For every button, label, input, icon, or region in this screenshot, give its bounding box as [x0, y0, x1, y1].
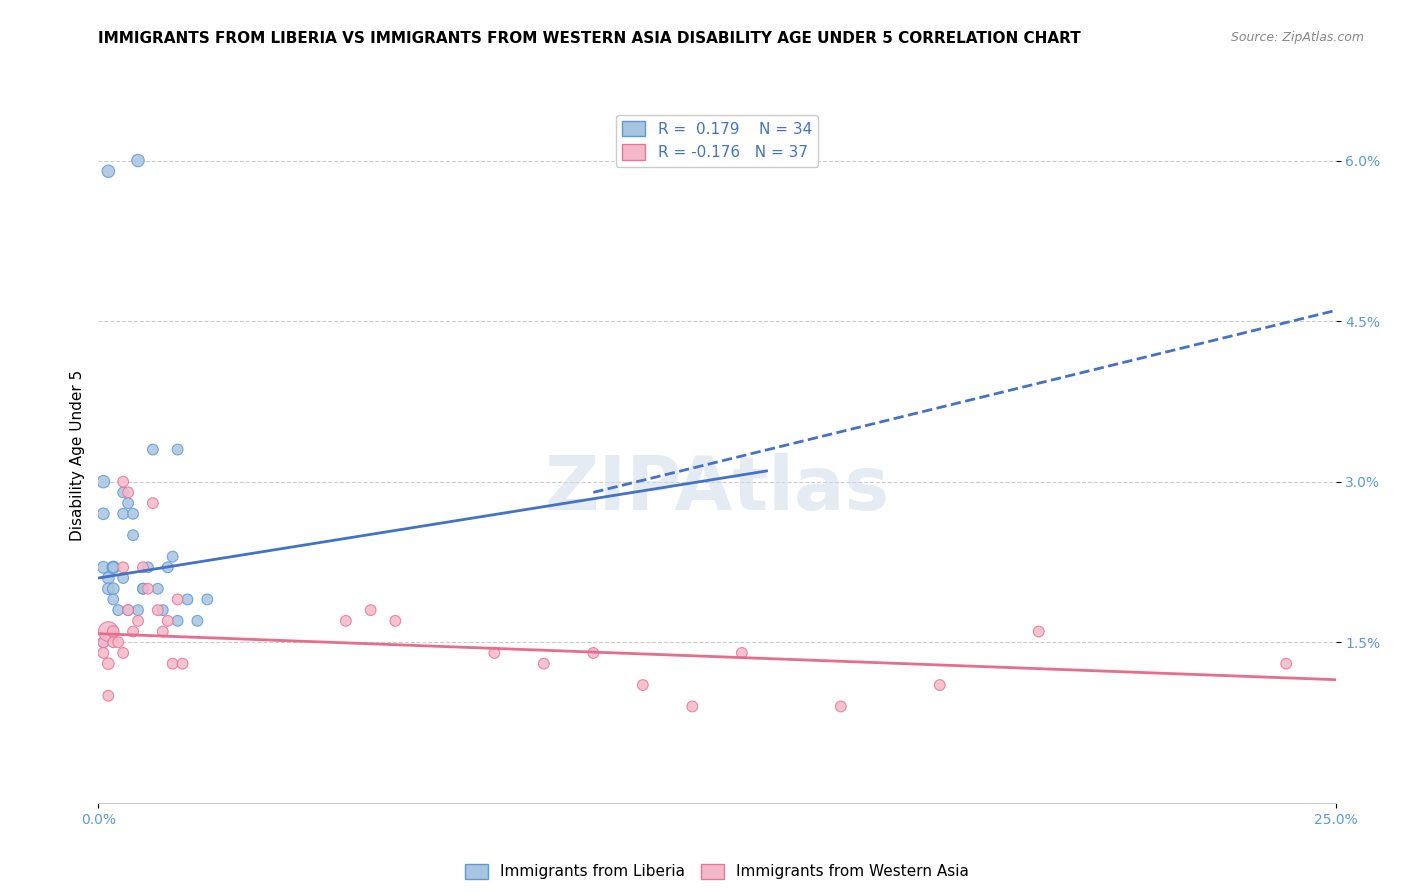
- Point: [928, 678, 950, 692]
- Point: [132, 560, 155, 574]
- Point: [132, 582, 155, 596]
- Point: [107, 603, 129, 617]
- Legend: Immigrants from Liberia, Immigrants from Western Asia: Immigrants from Liberia, Immigrants from…: [460, 857, 974, 886]
- Point: [103, 635, 125, 649]
- Point: [97, 164, 120, 178]
- Point: [97, 657, 120, 671]
- Point: [117, 496, 139, 510]
- Y-axis label: Disability Age Under 5: Disability Age Under 5: [69, 369, 84, 541]
- Point: [122, 624, 145, 639]
- Point: [195, 592, 218, 607]
- Point: [533, 657, 555, 671]
- Point: [136, 560, 159, 574]
- Point: [176, 592, 198, 607]
- Point: [360, 603, 382, 617]
- Point: [103, 560, 125, 574]
- Point: [103, 582, 125, 596]
- Point: [156, 560, 179, 574]
- Point: [112, 560, 135, 574]
- Point: [107, 635, 129, 649]
- Point: [186, 614, 208, 628]
- Point: [582, 646, 605, 660]
- Point: [93, 635, 115, 649]
- Point: [172, 657, 194, 671]
- Point: [112, 475, 135, 489]
- Point: [132, 582, 155, 596]
- Point: [127, 153, 149, 168]
- Point: [1275, 657, 1298, 671]
- Point: [93, 646, 115, 660]
- Point: [166, 442, 188, 457]
- Point: [93, 560, 115, 574]
- Point: [112, 485, 135, 500]
- Point: [484, 646, 506, 660]
- Point: [93, 475, 115, 489]
- Point: [335, 614, 357, 628]
- Point: [112, 507, 135, 521]
- Point: [156, 614, 179, 628]
- Point: [166, 614, 188, 628]
- Point: [103, 592, 125, 607]
- Text: IMMIGRANTS FROM LIBERIA VS IMMIGRANTS FROM WESTERN ASIA DISABILITY AGE UNDER 5 C: IMMIGRANTS FROM LIBERIA VS IMMIGRANTS FR…: [98, 31, 1081, 46]
- Point: [97, 689, 120, 703]
- Point: [112, 571, 135, 585]
- Point: [112, 646, 135, 660]
- Point: [122, 507, 145, 521]
- Point: [830, 699, 852, 714]
- Point: [152, 624, 174, 639]
- Point: [162, 657, 184, 671]
- Point: [97, 624, 120, 639]
- Point: [136, 582, 159, 596]
- Text: ZIPAtlas: ZIPAtlas: [544, 453, 890, 526]
- Point: [93, 507, 115, 521]
- Text: Source: ZipAtlas.com: Source: ZipAtlas.com: [1230, 31, 1364, 45]
- Point: [117, 603, 139, 617]
- Point: [117, 485, 139, 500]
- Point: [97, 582, 120, 596]
- Point: [117, 603, 139, 617]
- Point: [97, 571, 120, 585]
- Point: [152, 603, 174, 617]
- Point: [146, 603, 169, 617]
- Point: [142, 442, 165, 457]
- Point: [127, 614, 149, 628]
- Point: [162, 549, 184, 564]
- Point: [166, 592, 188, 607]
- Point: [127, 603, 149, 617]
- Point: [103, 624, 125, 639]
- Point: [681, 699, 703, 714]
- Point: [122, 528, 145, 542]
- Point: [631, 678, 654, 692]
- Point: [93, 635, 115, 649]
- Point: [142, 496, 165, 510]
- Point: [731, 646, 754, 660]
- Point: [103, 560, 125, 574]
- Point: [1028, 624, 1050, 639]
- Point: [146, 582, 169, 596]
- Point: [384, 614, 406, 628]
